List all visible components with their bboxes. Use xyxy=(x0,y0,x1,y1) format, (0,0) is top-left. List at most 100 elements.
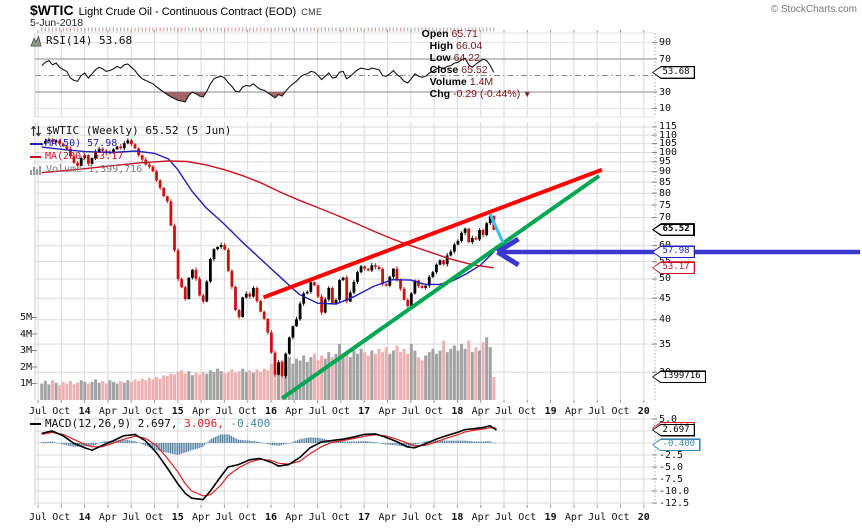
axis-value-box: 57.98 xyxy=(652,245,695,259)
x-axis-label: Apr xyxy=(192,406,211,417)
macd-name-text: MACD(12,26,9) xyxy=(45,417,138,430)
quote-date: 5-Jun-2018 xyxy=(30,17,84,29)
price-axis-tick: 50 xyxy=(659,273,672,285)
x-axis-label: Apr xyxy=(98,406,117,417)
rsi-indicator-icon xyxy=(30,34,42,47)
axis-value-box: 2.697 xyxy=(652,423,695,437)
x-axis-label-bottom: Apr xyxy=(98,512,117,523)
x-axis-label: Oct xyxy=(518,406,537,417)
x-axis-label: Jul xyxy=(401,406,420,417)
rsi-line xyxy=(41,57,495,103)
x-axis-label-bottom: Apr xyxy=(285,512,304,523)
volume-value: 1.4M xyxy=(469,76,494,88)
price-axis-tick: 75 xyxy=(659,199,672,211)
x-axis-label-bottom: 15 xyxy=(171,512,184,523)
macd-axis-tick: -7.5 xyxy=(659,473,684,485)
x-axis-label-bottom: Jul xyxy=(122,512,141,523)
macd-axis-tick: 5.0 xyxy=(659,413,678,425)
high-value: 66.04 xyxy=(456,40,483,52)
x-axis-label-bottom: Apr xyxy=(471,512,490,523)
price-legend-title: $WTIC (Weekly) 65.52 (5 Jun) xyxy=(30,124,231,137)
price-axis-tick: 85 xyxy=(659,176,672,188)
ma50-legend-text: MA(50) 57.98 xyxy=(45,138,118,149)
instrument-title: Light Crude Oil - Continuous Contract (E… xyxy=(78,6,297,18)
axis-value-box: 65.52 xyxy=(652,223,695,237)
price-axis-tick: 40 xyxy=(659,314,672,326)
volume-axis-tick: 4M xyxy=(19,328,32,340)
x-axis-label: 15 xyxy=(171,406,184,417)
x-axis-label: Oct xyxy=(145,406,164,417)
x-axis-label-bottom: 17 xyxy=(358,512,371,523)
x-axis-label: Jul xyxy=(28,406,48,417)
ma200-legend: MA(200) 53.17 xyxy=(30,151,123,162)
blue-arrow-barb xyxy=(496,249,520,268)
trendline xyxy=(262,167,603,300)
volume-legend-text: Volume 1,399,716 xyxy=(46,163,143,175)
ma200-line-swatch xyxy=(30,155,41,158)
volume-axis-tick: 3M xyxy=(19,345,32,356)
x-axis-label: 14 xyxy=(78,406,91,417)
volume-label: Volume xyxy=(429,76,467,88)
x-axis-label-bottom: Apr xyxy=(378,512,397,523)
x-axis-label-bottom: Oct xyxy=(611,512,630,523)
x-axis-label-bottom: Oct xyxy=(425,512,444,523)
ma50-line-swatch xyxy=(30,142,41,145)
x-axis-label: Apr xyxy=(378,406,397,417)
axis-value-text: 2.697 xyxy=(653,424,694,436)
x-axis-label-bottom: Jul xyxy=(588,512,607,523)
price-legend-text: $WTIC (Weekly) 65.52 (5 Jun) xyxy=(46,124,232,137)
low-value: 64.22 xyxy=(453,52,480,64)
price-axis-tick: 95 xyxy=(659,156,672,168)
x-axis-label: 17 xyxy=(358,406,371,417)
x-axis-label: Jul xyxy=(588,406,607,417)
x-axis-label-bottom: Jul xyxy=(401,512,420,523)
price-axis-tick: 100 xyxy=(659,147,678,158)
volume-legend: Volume 1,399,716 xyxy=(30,163,142,175)
trendline xyxy=(488,213,505,244)
macd-axis-tick: -5.0 xyxy=(659,461,684,473)
chg-label: Chg xyxy=(429,88,451,100)
axis-value-text: -0.400 xyxy=(653,439,700,451)
x-axis-label-bottom: Jul xyxy=(494,512,514,523)
rsi-axis-tick: 70 xyxy=(659,53,672,65)
axis-value-box: 1399716 xyxy=(652,370,707,384)
x-axis-label: 19 xyxy=(544,406,557,417)
macd-histogram xyxy=(41,434,496,455)
volume-bars xyxy=(40,337,496,400)
x-axis-label-bottom: 16 xyxy=(264,512,278,523)
rsi-legend: RSI(14) 53.68 xyxy=(30,34,132,47)
x-axis-label: Oct xyxy=(611,406,630,417)
x-axis-label: 20 xyxy=(637,406,650,417)
volume-bars-icon xyxy=(30,163,42,175)
rsi-axis-tick: 10 xyxy=(659,103,672,114)
macd-signal-text: 3.096, xyxy=(177,417,224,430)
x-axis-label-bottom: Oct xyxy=(238,512,257,523)
macd-axis-tick: -10.0 xyxy=(659,485,690,497)
x-axis-label-bottom: Apr xyxy=(564,512,583,523)
axis-value-box: 53.68 xyxy=(652,65,695,79)
x-axis-label-bottom: 18 xyxy=(451,512,464,523)
price-axis-tick: 70 xyxy=(659,212,672,224)
x-axis-label: 16 xyxy=(264,406,278,417)
axis-value-box: -0.400 xyxy=(652,438,701,452)
x-axis-label: Apr xyxy=(564,406,583,417)
price-axis-tick: 110 xyxy=(659,129,678,141)
quote-bar: Open 65.71 High 66.04 Low 64.22 Close 65.52 … xyxy=(410,16,531,112)
axis-value-box: 53.17 xyxy=(652,261,695,275)
x-axis-label-bottom: Jul xyxy=(215,512,234,523)
macd-axis-tick: -2.5 xyxy=(659,449,684,461)
x-axis-label: Jul xyxy=(494,406,514,417)
close-label: Close xyxy=(429,64,459,76)
volume-axis-tick: 5M xyxy=(19,312,32,323)
x-axis-label-bottom: Oct xyxy=(331,512,350,523)
x-axis-label: Jul xyxy=(122,406,141,417)
updown-arrows-icon xyxy=(30,125,42,137)
down-triangle-icon: ▼ xyxy=(523,90,532,99)
x-axis-label-bottom: Jul xyxy=(28,512,48,523)
x-axis-label-bottom: Oct xyxy=(145,512,164,523)
price-axis-tick: 35 xyxy=(659,338,672,350)
x-axis-label: Oct xyxy=(425,406,444,417)
x-axis-label-bottom: 19 xyxy=(544,512,557,523)
weekly-ruler-ticks xyxy=(41,27,495,32)
